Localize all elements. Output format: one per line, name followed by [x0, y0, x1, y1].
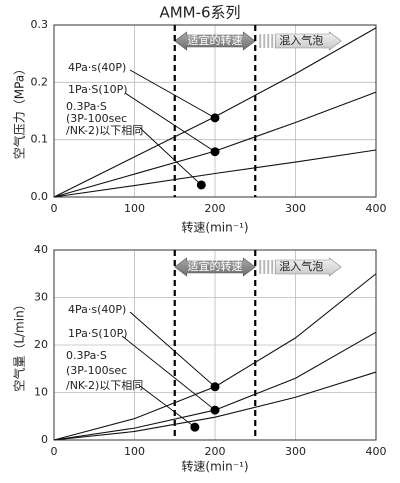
- x-axis-label: 转速(min⁻¹): [181, 459, 248, 474]
- stripe: [263, 34, 266, 48]
- plot-frame: [53, 24, 377, 198]
- data-point: [210, 147, 220, 157]
- x-tick-label: 200: [205, 202, 226, 215]
- x-tick-label: 200: [205, 445, 226, 458]
- leader-line: [121, 335, 216, 411]
- data-point: [196, 180, 206, 190]
- data-point: [210, 405, 220, 415]
- series-annotation: 1Pa·S(10P): [68, 327, 128, 340]
- region-label: 混入气泡: [279, 259, 323, 273]
- stripe: [259, 34, 262, 48]
- leader-line: [139, 127, 202, 186]
- x-tick-label: 300: [285, 202, 306, 215]
- leader-line: [139, 385, 196, 428]
- region-label: 适宜的转速: [188, 33, 243, 47]
- y-tick-label: 0.0: [31, 190, 49, 203]
- data-point: [190, 422, 200, 432]
- stripe: [263, 260, 266, 274]
- region-arrow: [174, 257, 256, 277]
- series-annotation: 0.3Pa·S: [66, 349, 107, 362]
- y-tick-label: 0.1: [31, 133, 49, 146]
- x-tick-label: 400: [366, 445, 387, 458]
- series-annotation: 4Pa·s(40P): [68, 61, 126, 74]
- series-annotation: 4Pa·s(40P): [68, 303, 126, 316]
- leader-line: [129, 311, 216, 388]
- region-label: 混入气泡: [279, 33, 323, 47]
- x-tick-label: 100: [124, 202, 145, 215]
- data-point: [210, 113, 220, 123]
- x-tick-label: 400: [366, 202, 387, 215]
- region-arrow: [274, 31, 342, 51]
- stripe: [259, 260, 262, 274]
- x-tick-label: 100: [124, 445, 145, 458]
- data-line: [53, 371, 377, 441]
- region-label: 适宜的转速: [188, 259, 243, 273]
- series-annotation: 0.3Pa·S: [66, 100, 107, 113]
- y-tick-label: 10: [34, 386, 48, 399]
- y-tick-label: 30: [34, 291, 48, 304]
- y-axis-label: 空气压力（MPa）: [12, 63, 27, 159]
- x-tick-label: 300: [285, 445, 306, 458]
- stripe: [271, 260, 274, 274]
- series-annotation: /NK-2)以下相同: [66, 379, 143, 392]
- x-axis-label: 转速(min⁻¹): [181, 220, 248, 235]
- y-tick-label: 0.2: [31, 75, 49, 88]
- y-axis-label: 空气量（L/min）: [12, 298, 27, 391]
- x-tick-label: 0: [51, 202, 58, 215]
- data-point: [210, 382, 220, 392]
- y-tick-label: 40: [34, 243, 48, 256]
- y-tick-label: 20: [34, 338, 48, 351]
- series-annotation: /NK-2)以下相同: [66, 124, 143, 137]
- y-tick-label: 0: [41, 433, 48, 446]
- series-annotation: 1Pa·S(10P): [68, 83, 128, 96]
- series-annotation: (3P-100sec: [66, 112, 127, 125]
- y-tick-label: 0.3: [31, 18, 49, 31]
- x-tick-label: 0: [51, 445, 58, 458]
- region-arrow: [274, 257, 342, 277]
- leader-line: [124, 92, 216, 153]
- plot-frame: [53, 249, 377, 441]
- series-annotation: (3P-100sec: [66, 364, 127, 377]
- stripe: [267, 34, 270, 48]
- leader-line: [129, 69, 216, 119]
- stripe: [267, 260, 270, 274]
- chart-title: AMM-6系列: [159, 4, 240, 22]
- stripe: [271, 34, 274, 48]
- data-line: [53, 149, 377, 198]
